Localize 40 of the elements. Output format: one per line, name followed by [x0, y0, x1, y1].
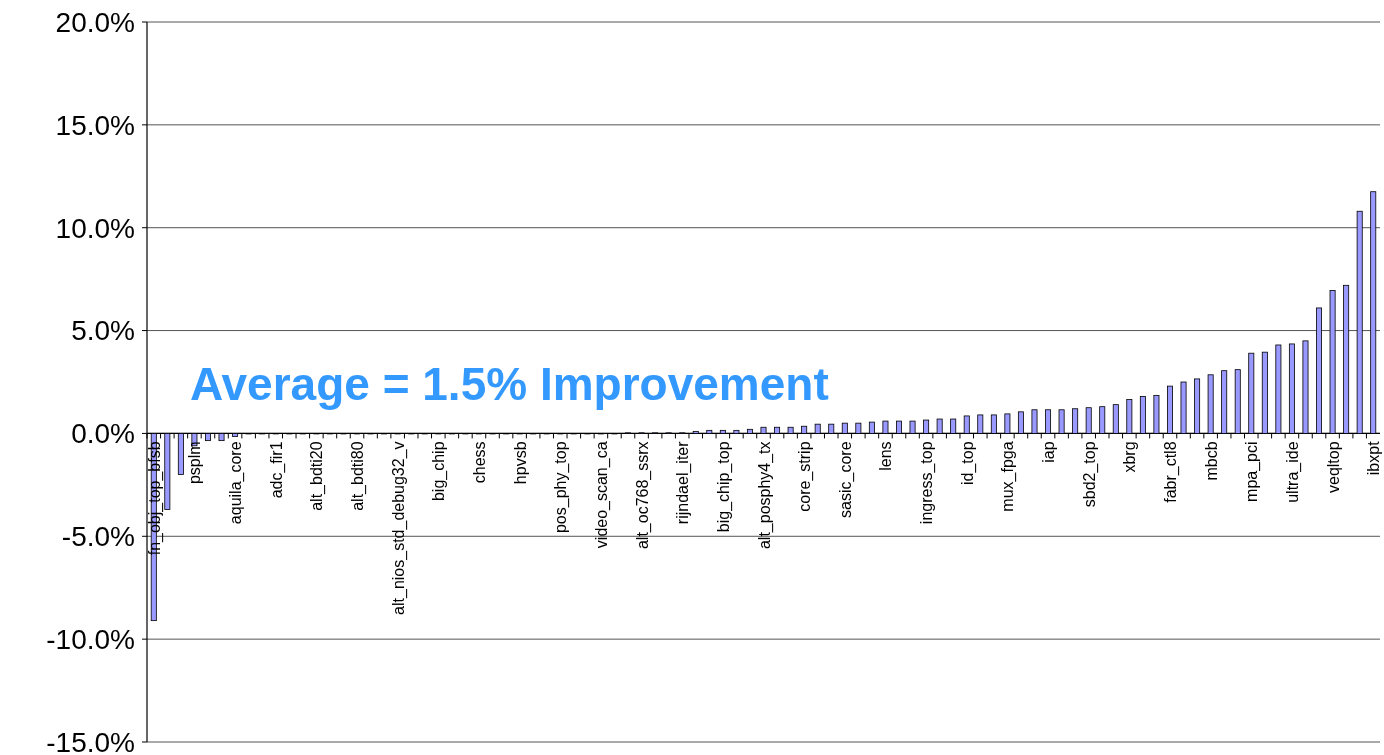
x-tick-label: fn_obj_top_bfsb	[145, 441, 164, 556]
x-tick-label: ibxpt	[1365, 440, 1383, 476]
x-tick-label: ultra_ide	[1283, 441, 1302, 503]
x-tick-label: hpvsb	[511, 441, 529, 485]
y-tick-label: 20.0%	[55, 6, 135, 38]
x-tick-label: iap	[1040, 441, 1058, 463]
y-tick-label: 15.0%	[55, 109, 135, 141]
x-tick-label: video_scan_ca	[592, 441, 611, 549]
x-tick-label: alt_bdti80	[349, 441, 368, 511]
x-tick-label: pos_phy_top	[552, 441, 571, 534]
x-tick-label: adc_fir1	[267, 441, 286, 499]
y-tick-label: -5.0%	[61, 521, 135, 553]
x-tick-label: alt_nios_std_debug32_v	[389, 441, 408, 615]
y-tick-label: -15.0%	[46, 726, 135, 755]
y-tick-label: 0.0%	[71, 418, 135, 450]
x-tick-label: mbcb	[1202, 441, 1220, 481]
y-tick-label: 10.0%	[55, 212, 135, 244]
x-tick-label: sasic_core	[836, 441, 855, 518]
x-tick-label: psplm	[186, 441, 204, 485]
x-tick-label: big_chip	[430, 441, 449, 502]
x-tick-label: big_chip_top	[714, 441, 733, 533]
x-tick-label: sbd2_top	[1080, 441, 1099, 508]
x-tick-label: id_top	[958, 441, 977, 486]
x-tick-label: xbrg	[1121, 441, 1139, 473]
x-tick-label: lens	[877, 441, 895, 471]
x-tick-label: rijndael_iter	[674, 440, 693, 525]
x-tick-label: aquila_core	[227, 441, 246, 525]
annotation: Average = 1.5% Improvement	[190, 358, 829, 410]
y-tick-label: 5.0%	[71, 315, 135, 347]
x-tick-label: veqltop	[1324, 441, 1342, 494]
x-tick-label: alt_bdti20	[308, 441, 327, 511]
x-tick-label: ingress_top	[918, 441, 937, 525]
x-tick-label: mpa_pci	[1243, 441, 1262, 502]
x-tick-label: fabr_ctl8	[1161, 441, 1180, 503]
x-tick-label: mux_fpga	[999, 441, 1018, 512]
y-tick-label: -10.0%	[46, 623, 135, 655]
x-tick-label: alt_oc768_ssrx	[633, 441, 652, 550]
x-tick-label: alt_posphy4_tx	[755, 441, 774, 550]
x-tick-label: chess	[470, 441, 488, 484]
x-tick-label: core_strip	[796, 441, 815, 512]
